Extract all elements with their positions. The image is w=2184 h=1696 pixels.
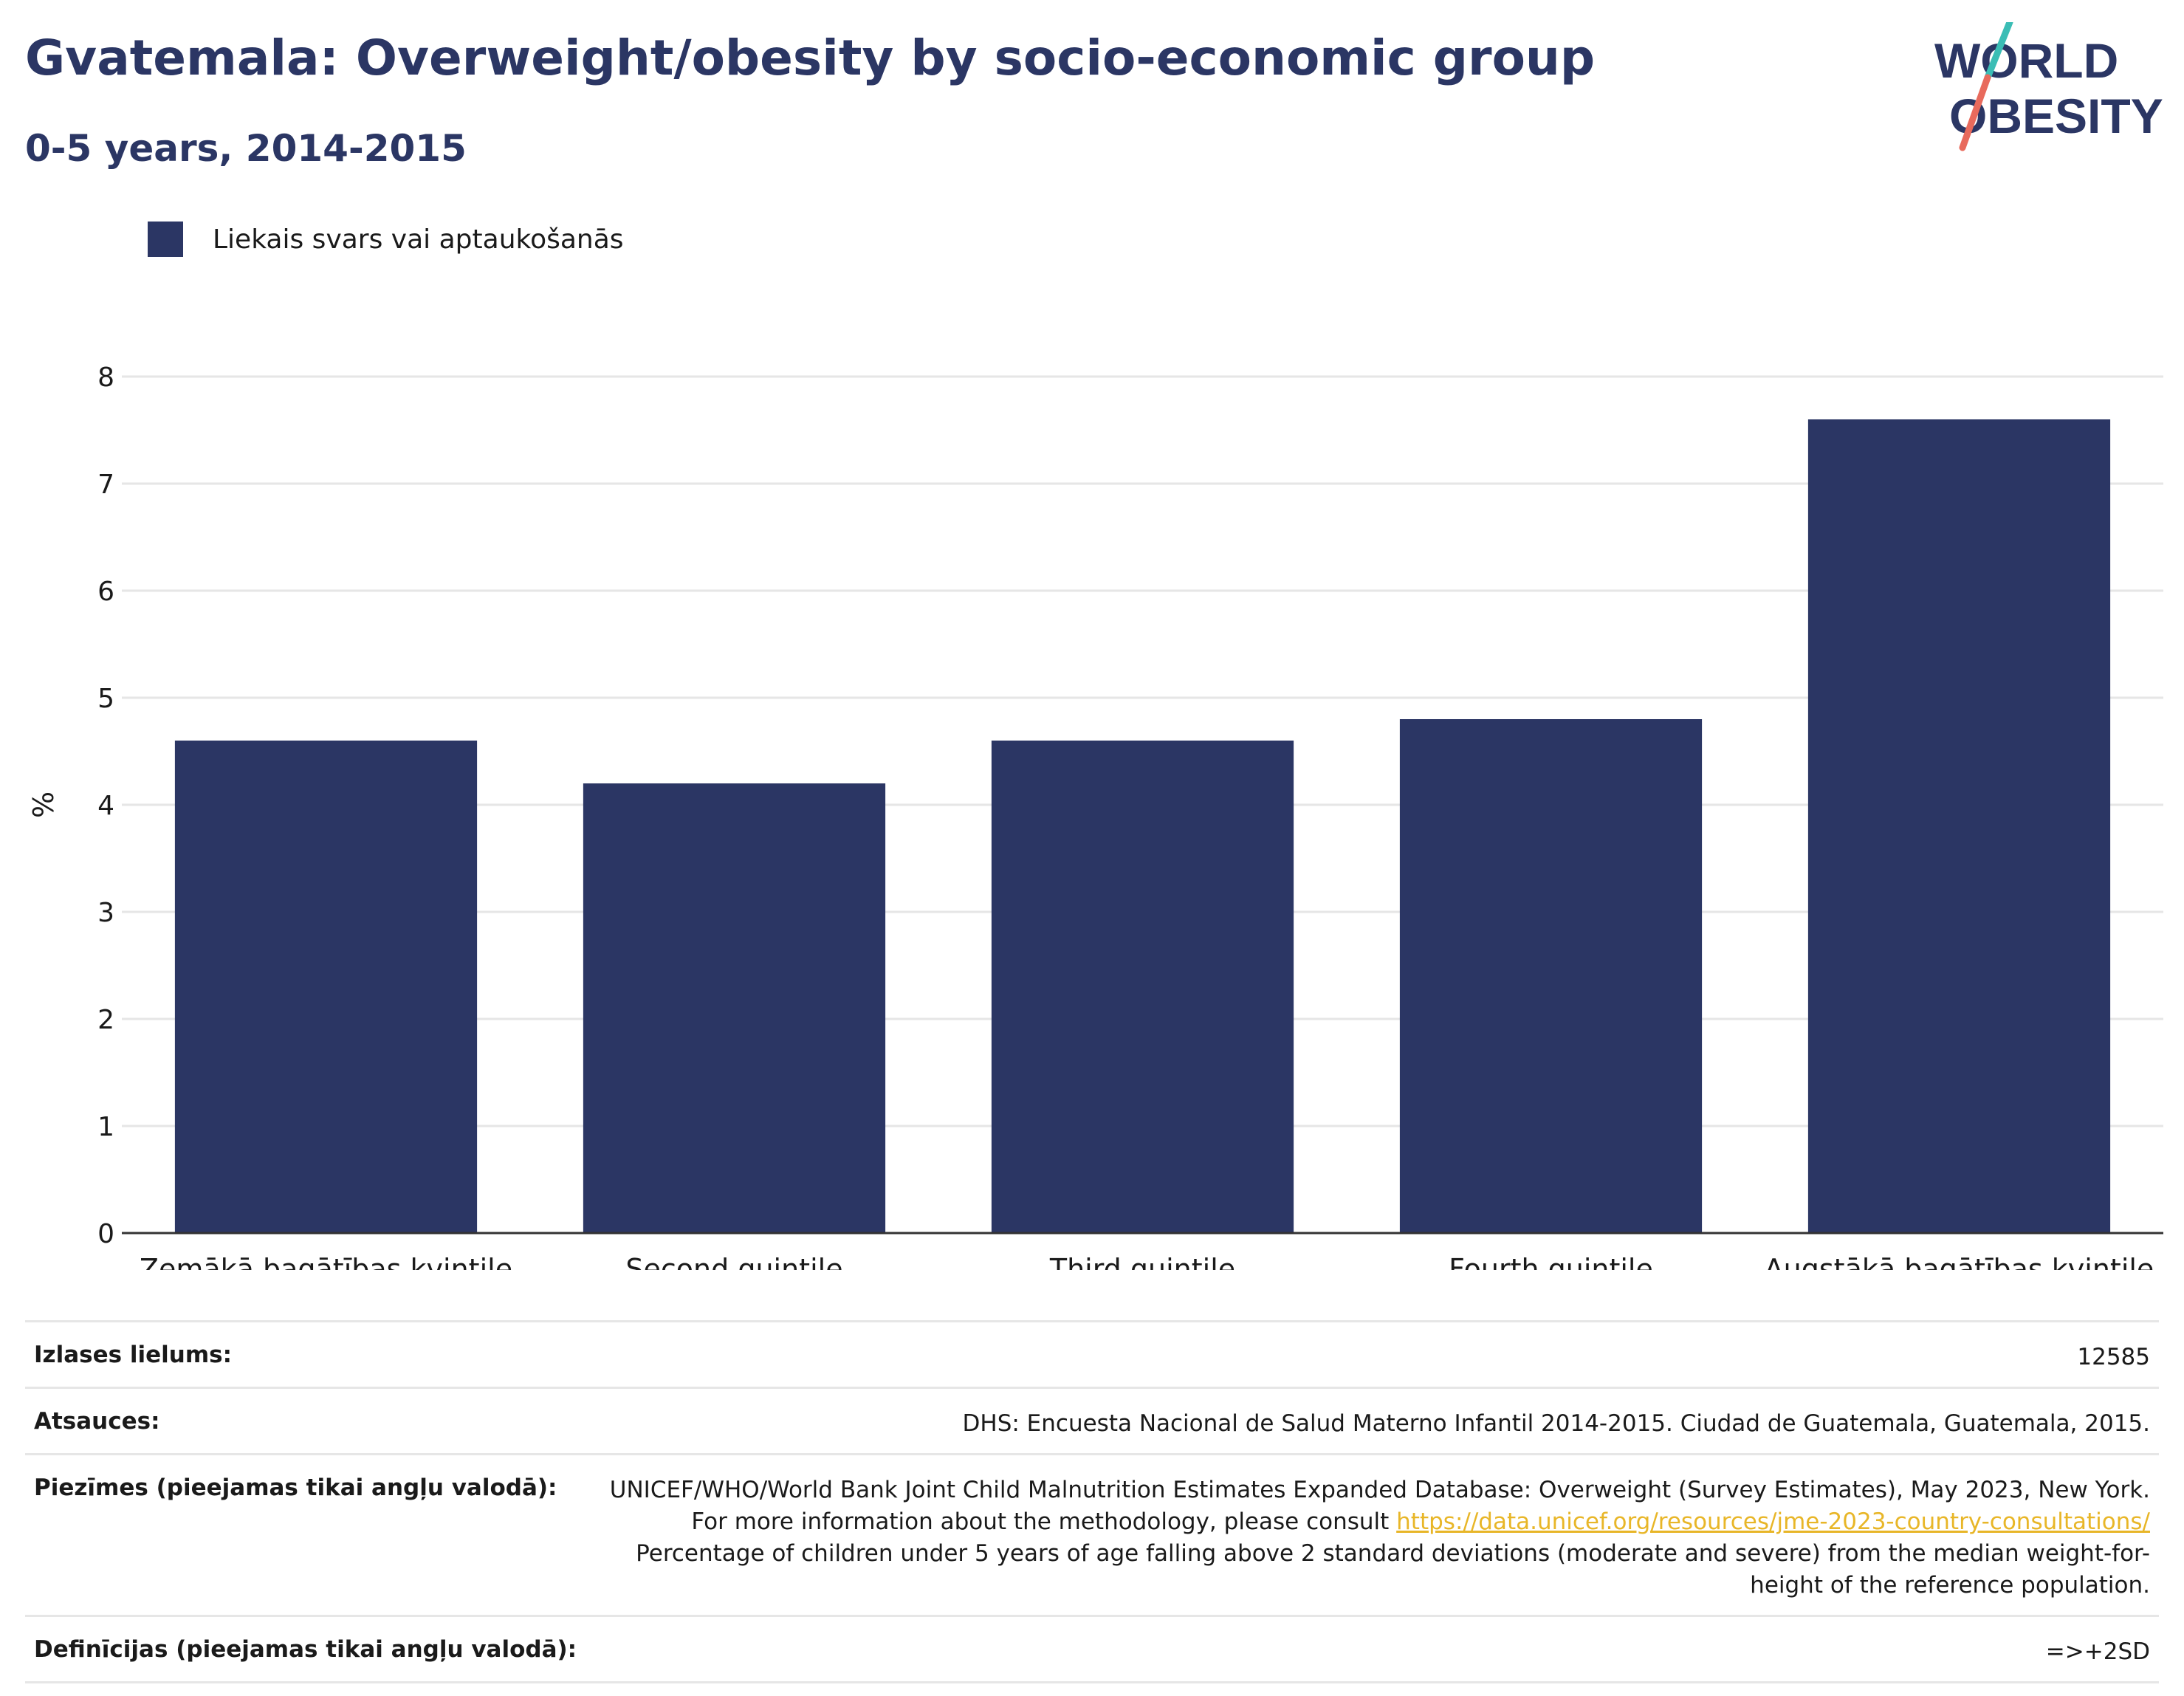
y-tick-label: 8 — [97, 363, 114, 393]
info-row-notes: Piezīmes (pieejamas tikai angļu valodā):… — [25, 1453, 2159, 1615]
y-tick-label: 5 — [97, 684, 114, 714]
y-tick-label: 7 — [97, 470, 114, 500]
sources-label: Atsauces: — [34, 1408, 160, 1435]
chart-subtitle: 0-5 years, 2014-2015 — [25, 127, 467, 170]
bar-chart: 0 1 2 3 4 5 6 7 8% Zemākā bagātības kvintile Secon… — [27, 363, 2163, 1270]
chart-legend: Liekais svars vai aptaukošanās — [148, 220, 624, 258]
info-row-sources: Atsauces: DHS: Encuesta Nacional de Salu… — [25, 1387, 2159, 1453]
info-row-sample: Izlases lielums: 12585 — [25, 1320, 2159, 1387]
notes-label: Piezīmes (pieejamas tikai angļu valodā): — [34, 1474, 557, 1501]
info-table: Izlases lielums: 12585 Atsauces: DHS: En… — [25, 1320, 2159, 1683]
x-tick-label: Zemākā bagātības kvintile — [140, 1253, 512, 1270]
y-tick-label: 6 — [97, 577, 114, 607]
bar — [991, 741, 1294, 1233]
definitions-label: Definīcijas (pieejamas tikai angļu valod… — [34, 1636, 577, 1663]
sample-label: Izlases lielums: — [34, 1342, 232, 1368]
sample-value: 12585 — [2077, 1344, 2150, 1370]
notes-text-1: UNICEF/WHO/World Bank Joint Child Malnut… — [609, 1477, 2150, 1535]
logo-slash-coral — [1959, 74, 1991, 151]
notes-text-2: Percentage of children under 5 years of … — [636, 1540, 2150, 1599]
sources-value: DHS: Encuesta Nacional de Salud Materno … — [962, 1410, 2150, 1437]
definitions-value: =>+2SD — [2045, 1638, 2150, 1665]
y-tick-label: 2 — [97, 1005, 114, 1035]
bar — [583, 783, 886, 1233]
y-tick-label: 3 — [97, 898, 114, 928]
notes-value: UNICEF/WHO/World Bank Joint Child Malnut… — [586, 1474, 2150, 1601]
logo-line-2: OBESITY — [1949, 89, 2163, 143]
x-tick-label: Third quintile — [1049, 1253, 1235, 1270]
world-obesity-logo: WORLD OBESITY — [1934, 22, 2163, 151]
legend-swatch — [148, 222, 183, 257]
x-tick-label: Augstākā bagātības kvintile — [1765, 1253, 2154, 1270]
logo-slash-teal — [1984, 22, 2013, 81]
legend-label: Liekais svars vai aptaukošanās — [213, 224, 624, 255]
chart-title: Gvatemala: Overweight/obesity by socio-e… — [25, 30, 1596, 86]
y-tick-label: 1 — [97, 1112, 114, 1142]
bar — [1807, 419, 2111, 1233]
y-axis-label: % — [27, 792, 60, 818]
bar — [174, 741, 478, 1233]
x-tick-label: Second quintile — [625, 1253, 842, 1270]
y-tick-label: 4 — [97, 791, 114, 821]
notes-link[interactable]: https://data.unicef.org/resources/jme-20… — [1396, 1508, 2150, 1535]
bar — [1399, 719, 1703, 1233]
x-tick-label: Fourth quintile — [1449, 1253, 1653, 1270]
y-tick-label: 0 — [97, 1219, 114, 1249]
logo-line-1: WORLD — [1934, 33, 2118, 88]
info-row-definitions: Definīcijas (pieejamas tikai angļu valod… — [25, 1615, 2159, 1683]
